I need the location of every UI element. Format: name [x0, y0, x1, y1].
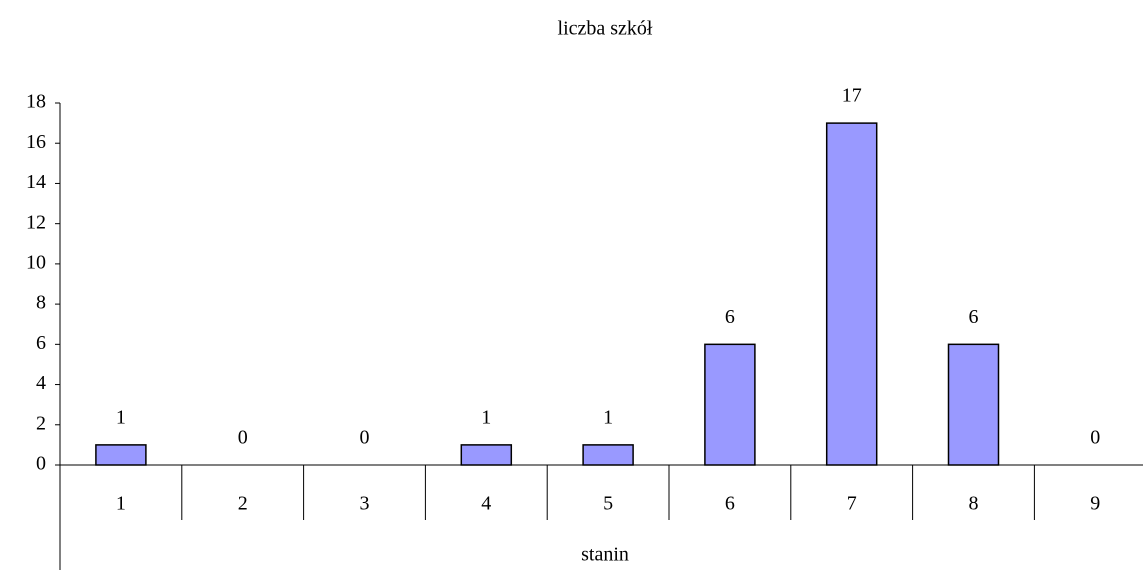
x-tick-label: 5 [603, 493, 613, 515]
data-label: 6 [969, 306, 979, 328]
data-label: 0 [360, 427, 370, 449]
y-tick-label: 2 [36, 412, 46, 434]
y-tick-label: 0 [36, 453, 46, 475]
x-tick-label: 3 [360, 493, 370, 515]
data-label: 6 [725, 306, 735, 328]
bar [582, 444, 634, 466]
bar [704, 343, 756, 466]
data-label: 1 [116, 406, 126, 428]
y-tick-label: 18 [26, 91, 46, 113]
x-tick-label: 7 [847, 493, 857, 515]
data-label: 17 [842, 85, 862, 107]
y-tick-label: 10 [26, 251, 46, 273]
chart-title: liczba szkół [558, 18, 653, 40]
x-tick-label: 2 [238, 493, 248, 515]
y-tick-label: 12 [26, 211, 46, 233]
x-tick-label: 9 [1090, 493, 1100, 515]
bar [95, 444, 147, 466]
bar [460, 444, 513, 466]
x-tick-label: 1 [116, 493, 126, 515]
y-tick-label: 16 [26, 131, 46, 153]
bar [825, 122, 878, 466]
x-tick-label: 8 [969, 493, 979, 515]
x-tick-label: 4 [481, 493, 491, 515]
y-tick-label: 4 [36, 372, 46, 394]
data-label: 0 [1090, 427, 1100, 449]
data-label: 1 [481, 406, 491, 428]
y-tick-label: 8 [36, 292, 46, 314]
bar [947, 343, 1000, 466]
y-tick-label: 14 [26, 171, 46, 193]
x-axis-label: stanin [581, 544, 629, 566]
data-label: 1 [603, 406, 613, 428]
y-tick-label: 6 [36, 332, 46, 354]
x-tick-label: 6 [725, 493, 735, 515]
data-label: 0 [238, 427, 248, 449]
